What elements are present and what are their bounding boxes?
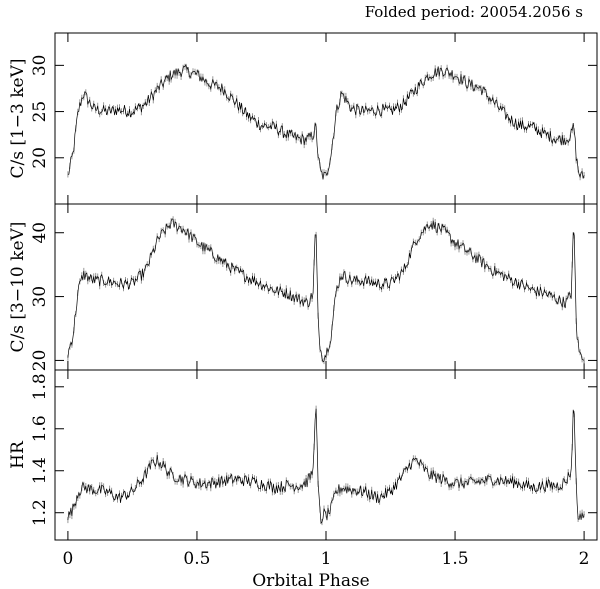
x-tick-label: 1.5 — [442, 549, 469, 569]
panel-3-series-line — [67, 408, 585, 525]
x-tick-label: 2 — [579, 549, 590, 569]
chart-title: Folded period: 20054.2056 s — [365, 3, 583, 21]
panel-1-error-bars — [67, 63, 585, 181]
panel-2-series-line — [67, 218, 585, 363]
panel-3-y-tick-label: 1.2 — [30, 499, 50, 526]
panel-2-y-tick-label: 30 — [30, 286, 50, 308]
panel-2-y-tick-label: 20 — [30, 350, 50, 372]
panel-1-frame — [54, 32, 598, 205]
x-tick-label: 1 — [321, 549, 332, 569]
panel-3-y-tick-label: 1.8 — [30, 373, 50, 400]
x-tick-label: 0 — [62, 549, 73, 569]
panel-2-error-bars — [67, 216, 585, 365]
panel-1-y-tick-label: 20 — [30, 147, 50, 169]
panel-1-y-tick-label: 25 — [30, 101, 50, 123]
panel-3-y-axis-label: HR — [8, 440, 28, 469]
panel-3-error-bars — [67, 405, 585, 526]
panel-2-y-axis-label: C/s [3−10 keV] — [8, 222, 28, 353]
panel-3-y-tick-label: 1.4 — [30, 457, 50, 484]
x-tick-label: 0.5 — [183, 549, 210, 569]
panel-1-series-line — [67, 63, 585, 180]
panel-1-y-axis-label: C/s [1−3 keV] — [8, 58, 28, 178]
x-axis-label: Orbital Phase — [252, 571, 370, 589]
panel-2-frame — [54, 203, 598, 371]
panel-1-y-tick-label: 30 — [30, 55, 50, 77]
panel-2-y-tick-label: 40 — [30, 222, 50, 244]
panel-3-y-tick-label: 1.6 — [30, 415, 50, 442]
